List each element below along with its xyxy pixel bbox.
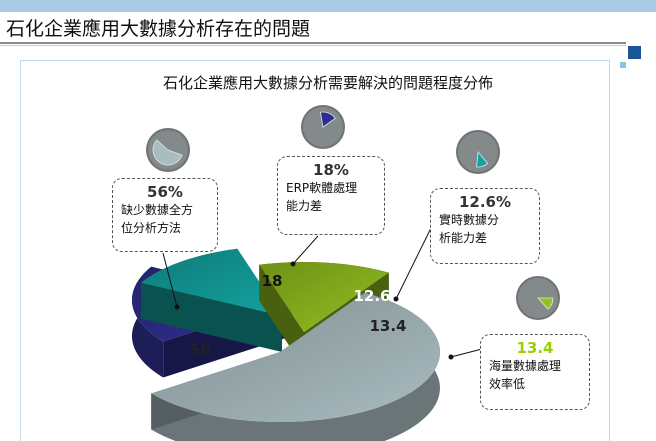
slice-value-label: 12.6 [353,287,390,305]
callout-56: 56% 缺少數據全方 位分析方法 [112,178,218,252]
callout-12-6: 12.6% 實時數據分 析能力差 [430,188,540,264]
callout-percent: 13.4 [516,339,554,357]
pie-slice [151,292,440,441]
slice-pie-icon [301,105,345,149]
leader-line [450,348,483,358]
slice-pie-icon [456,130,500,174]
callout-description: 海量數據處理 效率低 [489,359,562,391]
chart-title: 石化企業應用大數據分析需要解決的問題程度分佈 [162,74,493,92]
leader-line [292,235,319,265]
page-title: 石化企業應用大數據分析存在的問題 [6,18,311,40]
leader-line [395,225,433,300]
slice-value-label: 18 [262,272,283,290]
callout-description: 實時數據分 析能力差 [439,213,500,245]
callout-percent: 18% [313,161,349,179]
chart-frame [20,60,610,441]
callout-18: 18% ERP軟體處理 能力差 [277,156,385,235]
decorative-square-small [620,62,626,68]
slice-value-label: 56 [190,341,211,359]
decorative-square-large [628,46,641,59]
callout-description: 缺少數據全方 位分析方法 [121,203,194,235]
callout-percent: 56% [147,183,183,201]
leader-dot [393,296,399,302]
leader-line [162,252,178,308]
title-divider [0,42,626,44]
callout-13-4: 13.4 海量數據處理 效率低 [480,334,590,410]
callout-description: ERP軟體處理 能力差 [286,181,358,213]
top-accent-bar [0,0,656,12]
callout-percent: 12.6% [458,193,512,211]
leader-dot [448,354,454,360]
leader-dot [290,261,296,267]
slice-value-label: 13.4 [369,317,406,335]
slice-pie-icon [516,276,560,320]
leader-dot [174,304,180,310]
title-divider-light [0,45,626,46]
slice-pie-icon [146,128,190,172]
